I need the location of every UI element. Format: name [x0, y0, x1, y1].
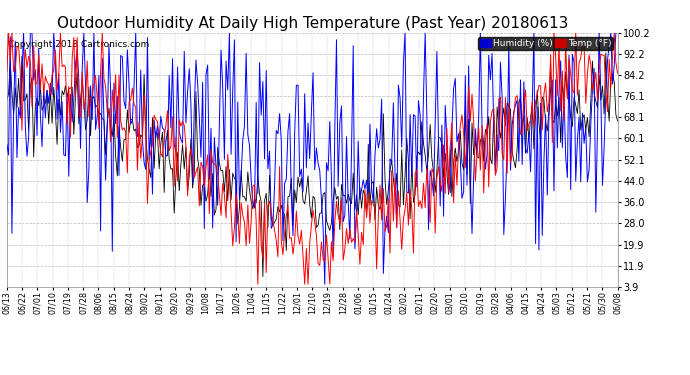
Title: Outdoor Humidity At Daily High Temperature (Past Year) 20180613: Outdoor Humidity At Daily High Temperatu…	[57, 16, 568, 32]
Text: Copyright 2018 Cartronics.com: Copyright 2018 Cartronics.com	[8, 40, 149, 49]
Legend: Humidity (%), Temp (°F): Humidity (%), Temp (°F)	[478, 37, 613, 50]
